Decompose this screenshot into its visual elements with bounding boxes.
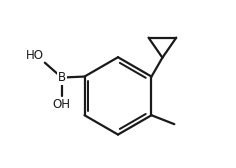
Text: HO: HO — [26, 49, 44, 62]
Text: B: B — [58, 71, 66, 84]
Text: OH: OH — [53, 98, 71, 111]
